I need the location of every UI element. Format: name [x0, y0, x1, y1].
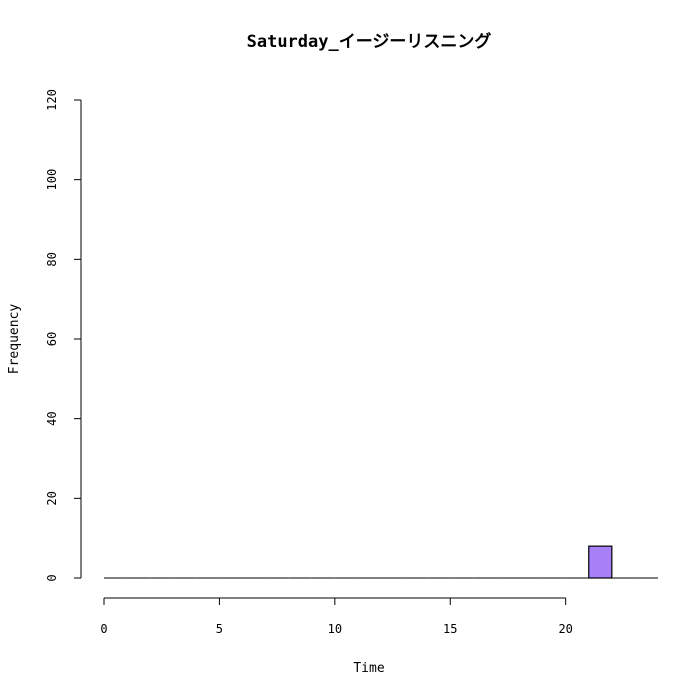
x-tick-label: 10 — [328, 622, 342, 636]
y-tick-label: 80 — [45, 252, 59, 266]
bars-group — [104, 545, 658, 579]
y-axis: 0 20 40 60 80 100 120 — [45, 89, 82, 582]
chart-title: Saturday_イージーリスニング — [247, 31, 492, 52]
y-tick-label: 20 — [45, 491, 59, 505]
y-tick-label: 100 — [45, 169, 59, 191]
y-tick-label: 40 — [45, 411, 59, 425]
x-axis: 0 5 10 15 20 — [100, 597, 573, 636]
x-axis-label: Time — [353, 661, 384, 676]
x-tick-label: 20 — [558, 622, 572, 636]
x-tick-label: 5 — [216, 622, 223, 636]
y-tick-label: 60 — [45, 332, 59, 346]
x-tick-label: 0 — [100, 622, 107, 636]
y-axis-label: Frequency — [7, 304, 22, 375]
x-tick-label: 15 — [443, 622, 457, 636]
y-tick-label: 120 — [45, 89, 59, 111]
y-tick-label: 0 — [45, 574, 59, 581]
histogram-bar — [588, 545, 613, 579]
